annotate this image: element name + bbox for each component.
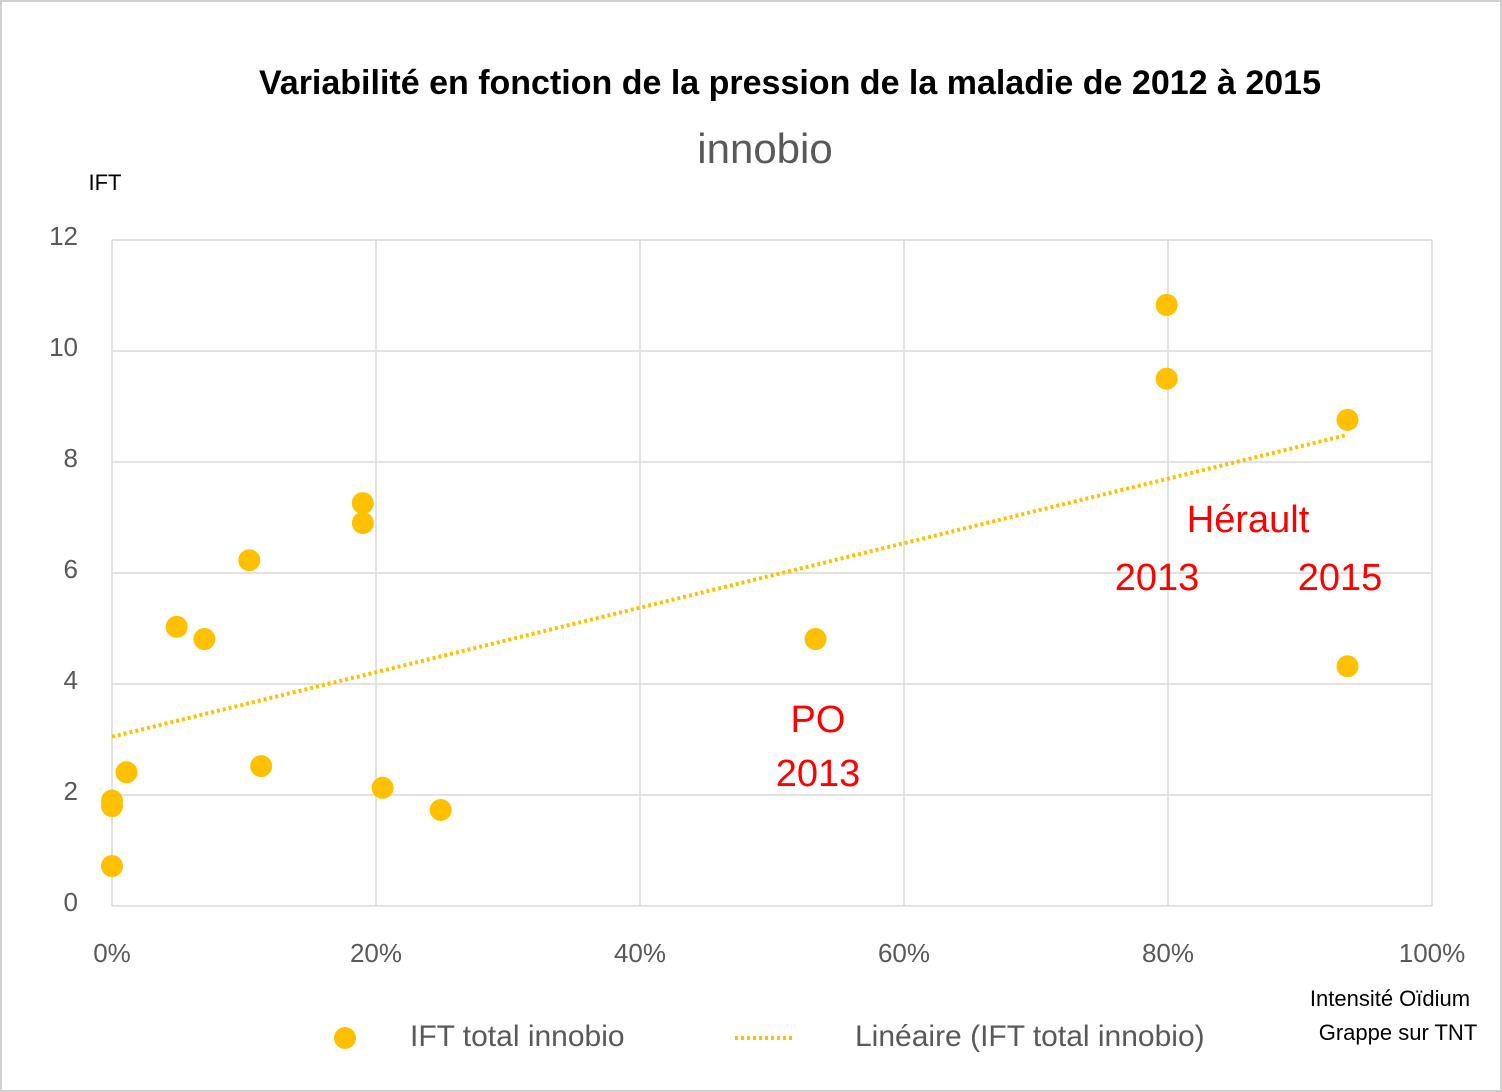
x-tick-label: 0%	[93, 938, 131, 968]
annotation: 2013	[1115, 557, 1200, 599]
annotation: 2015	[1298, 557, 1383, 599]
scatter-point	[371, 776, 394, 799]
scatter-point	[1155, 293, 1178, 316]
scatter-point	[238, 549, 261, 572]
scatter-point	[250, 755, 273, 778]
x-tick-label: 20%	[350, 938, 402, 968]
scatter-point	[193, 628, 216, 651]
scatter-point	[115, 761, 138, 784]
x-axis-label: Intensité Oïdium	[1310, 986, 1470, 1011]
scatter-point	[429, 798, 452, 821]
scatter-point	[101, 789, 123, 812]
chart-subtitle: innobio	[697, 125, 832, 172]
y-tick-label: 4	[64, 665, 78, 695]
scatter-point	[351, 512, 374, 535]
chart-title: Variabilité en fonction de la pression d…	[259, 64, 1321, 102]
annotation: Hérault	[1187, 499, 1310, 541]
legend-swatch	[334, 1027, 356, 1049]
scatter-point	[351, 492, 374, 515]
legend-label: IFT total innobio	[410, 1020, 625, 1053]
y-tick-label: 10	[49, 332, 78, 362]
y-tick-label: 8	[64, 443, 78, 473]
scatter-point	[101, 855, 123, 878]
scatter-point	[1155, 367, 1178, 390]
y-tick-label: 6	[64, 554, 78, 584]
x-tick-label: 60%	[878, 938, 930, 968]
x-tick-label: 80%	[1142, 938, 1194, 968]
scatter-point	[804, 628, 827, 651]
x-tick-label: 100%	[1399, 938, 1466, 968]
y-tick-label: 12	[49, 221, 78, 251]
annotation: 2013	[776, 753, 861, 795]
scatter-point	[165, 615, 188, 638]
annotation: PO	[791, 699, 846, 741]
y-tick-label: 0	[64, 887, 78, 917]
legend-label: Linéaire (IFT total innobio)	[855, 1020, 1205, 1053]
trend-line	[111, 432, 1348, 739]
scatter-point	[1336, 655, 1359, 678]
x-tick-label: 40%	[614, 938, 666, 968]
y-axis-label: IFT	[89, 170, 122, 195]
y-tick-label: 2	[64, 776, 78, 806]
scatter-point	[1336, 408, 1359, 431]
x-axis-label: Grappe sur TNT	[1319, 1020, 1478, 1045]
